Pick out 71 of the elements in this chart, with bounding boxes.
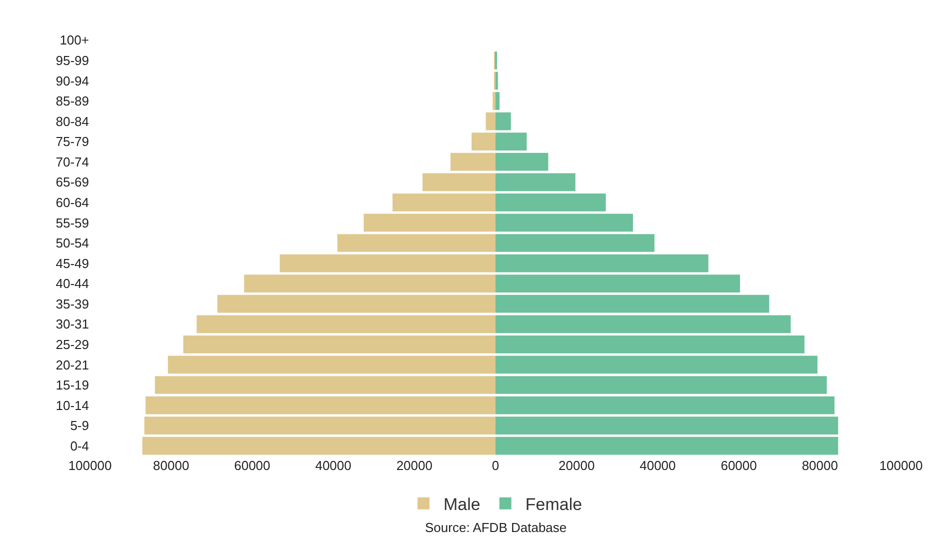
bar xyxy=(496,234,654,252)
source-note: Source: AFDB Database xyxy=(425,520,567,535)
legend-label: Male xyxy=(444,495,480,514)
bar xyxy=(142,436,496,455)
y-tick-label: 15-19 xyxy=(56,378,89,393)
bar xyxy=(244,274,496,292)
y-tick-label: 10-14 xyxy=(56,398,89,413)
x-tick-label: 80000 xyxy=(153,458,190,473)
bar xyxy=(472,132,496,150)
y-tick-label: 25-29 xyxy=(56,336,89,352)
x-tick-label: 40000 xyxy=(640,458,676,473)
y-tick-label: 55-59 xyxy=(56,215,89,230)
bar xyxy=(496,254,708,272)
bar xyxy=(280,254,496,272)
bar xyxy=(450,152,496,171)
y-tick-label: 35-39 xyxy=(56,296,89,312)
bar xyxy=(217,294,496,313)
legend-label: Female xyxy=(525,495,582,514)
y-tick-label: 40-44 xyxy=(56,276,89,292)
y-tick-label: 45-49 xyxy=(56,256,89,271)
bar xyxy=(496,112,511,130)
y-tick-label: 85-89 xyxy=(56,94,89,109)
y-tick-label: 5-9 xyxy=(70,418,89,434)
bar xyxy=(492,92,496,110)
y-tick-label: 30-31 xyxy=(56,316,89,332)
bar xyxy=(486,112,496,130)
y-tick-label: 95-99 xyxy=(56,52,89,68)
y-tick-label: 0-4 xyxy=(70,438,89,454)
y-tick-label: 60-64 xyxy=(56,194,89,210)
bar xyxy=(496,194,606,212)
x-tick-label: 100000 xyxy=(68,458,112,473)
bar xyxy=(496,274,740,292)
bar xyxy=(337,234,496,252)
bar xyxy=(496,173,576,192)
x-tick-label: 100000 xyxy=(879,458,923,473)
bar xyxy=(496,315,791,334)
bar xyxy=(364,214,496,232)
bar xyxy=(496,436,838,455)
y-tick-label: 65-69 xyxy=(56,174,89,190)
bar xyxy=(196,315,496,334)
bar xyxy=(496,92,500,110)
y-tick-label: 50-54 xyxy=(56,236,89,251)
bar xyxy=(392,194,496,212)
x-tick-label: 80000 xyxy=(802,458,838,473)
bar xyxy=(496,396,834,414)
bar xyxy=(422,173,496,192)
bar xyxy=(496,376,827,394)
y-tick-label: 100+ xyxy=(60,32,89,48)
x-tick-label: 20000 xyxy=(558,458,595,473)
y-tick-label: 90-94 xyxy=(56,73,89,88)
bar xyxy=(496,214,633,232)
bar xyxy=(496,356,818,374)
y-tick-label: 80-84 xyxy=(56,114,89,129)
y-tick-label: 75-79 xyxy=(56,134,89,150)
bar xyxy=(496,132,527,150)
bar xyxy=(496,336,804,354)
bar xyxy=(146,396,496,414)
y-tick-label: 20-21 xyxy=(56,357,89,372)
x-tick-label: 20000 xyxy=(396,458,432,473)
x-tick-label: 0 xyxy=(492,458,500,473)
bar xyxy=(496,152,548,171)
bar xyxy=(168,356,496,374)
bar xyxy=(154,376,496,394)
x-tick-label: 40000 xyxy=(315,458,352,473)
bar xyxy=(496,294,770,313)
bar xyxy=(183,336,496,354)
x-tick-label: 60000 xyxy=(720,458,757,473)
x-tick-label: 60000 xyxy=(234,458,270,473)
bar xyxy=(144,416,496,434)
y-tick-label: 70-74 xyxy=(56,154,89,170)
bar xyxy=(496,416,838,434)
